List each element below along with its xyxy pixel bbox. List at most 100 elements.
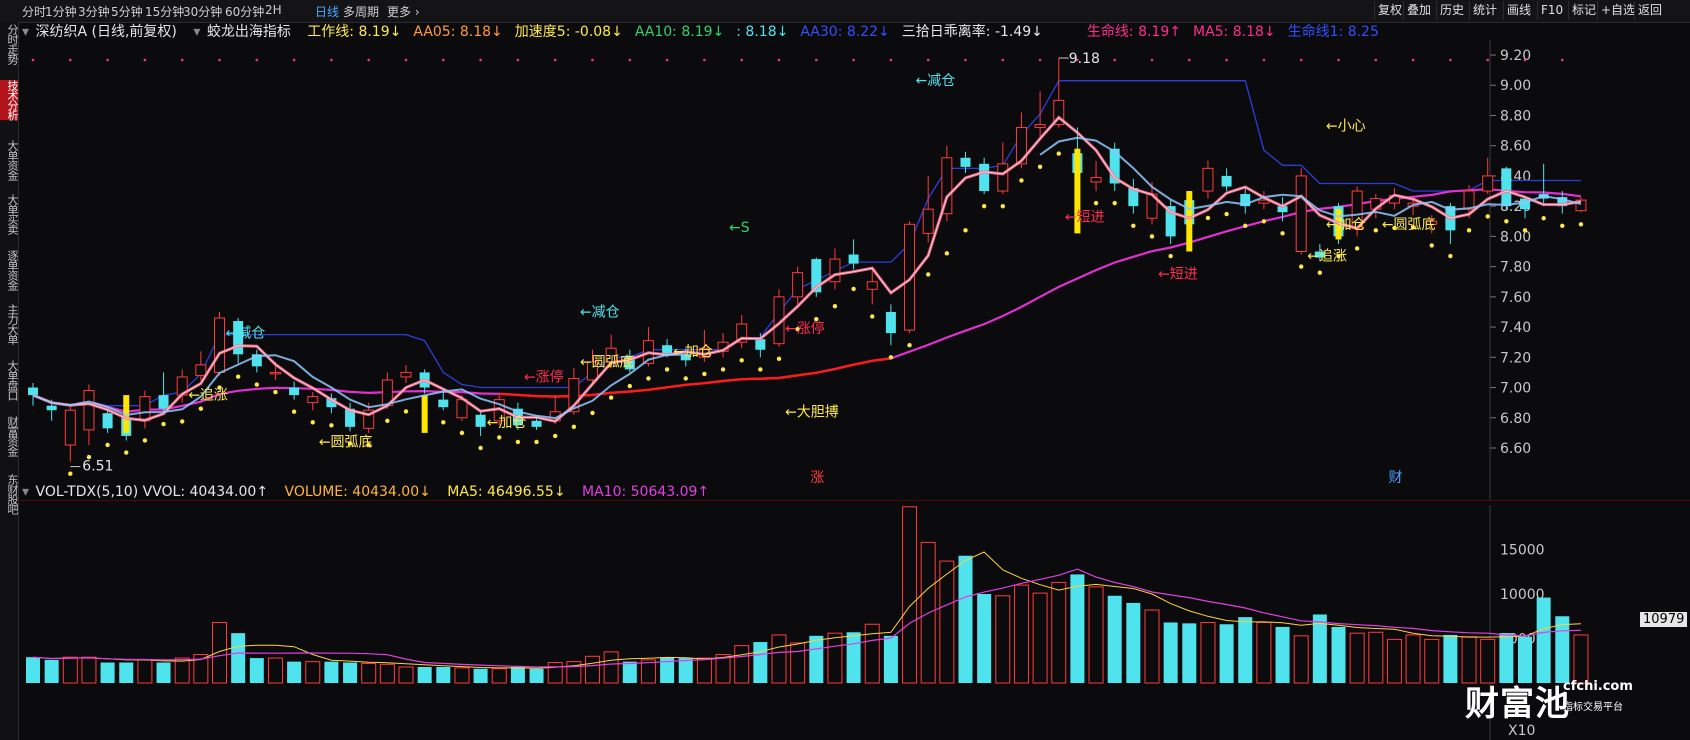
- candle: [1240, 188, 1251, 214]
- volume-bar: [473, 668, 488, 683]
- candle: [587, 349, 598, 385]
- candle: [1258, 191, 1270, 210]
- support-dot: [776, 356, 782, 362]
- period-6[interactable]: 60分钟: [225, 5, 265, 19]
- support-dot: [1429, 243, 1434, 248]
- signal-annotation: ←涨停: [524, 368, 564, 385]
- toolbar-button-6[interactable]: 标记: [1568, 1, 1599, 20]
- top-dot: [740, 58, 743, 62]
- work-line-inner: [32, 116, 1581, 422]
- top-dot: [218, 58, 221, 62]
- period-7[interactable]: 2H: [265, 3, 282, 17]
- support-dot: [683, 376, 688, 381]
- support-dot: [291, 409, 297, 414]
- price-tick-label: 7.20: [1500, 350, 1531, 366]
- volume-tick-label: 10000: [1500, 587, 1545, 603]
- toolbar-button-1[interactable]: 叠加: [1403, 1, 1434, 20]
- volume-collapse-icon[interactable]: ▾: [22, 484, 30, 500]
- candle: [979, 157, 990, 195]
- volume-bar: [529, 668, 544, 683]
- indicator-name[interactable]: 蛟龙出海指标: [206, 24, 291, 40]
- toolbar-button-0[interactable]: 复权: [1374, 1, 1405, 20]
- toolbar-button-5[interactable]: F10: [1537, 1, 1566, 20]
- top-dot: [1299, 58, 1303, 62]
- support-dot: [944, 251, 950, 256]
- candle: [195, 351, 207, 380]
- sidebar-tab-4[interactable]: 逐单资金: [6, 250, 19, 290]
- sidebar-tab-3[interactable]: 大单买卖: [6, 194, 19, 234]
- top-dot: [1561, 58, 1564, 62]
- volume-bar: [1013, 584, 1029, 684]
- sidebar-tab-5[interactable]: 主力大单: [6, 304, 19, 344]
- volume-bar: [547, 662, 563, 684]
- collapse-icon[interactable]: ▾: [22, 24, 30, 40]
- support-dot: [814, 317, 819, 322]
- sidebar-tab-2[interactable]: 大单资金: [6, 140, 19, 180]
- toolbar-button-7[interactable]: +自选: [1597, 1, 1638, 20]
- volume-bar: [640, 659, 656, 684]
- support-dot: [161, 421, 166, 427]
- signal-annotation: ←加仓: [1326, 217, 1366, 233]
- signal-annotation: ←圆弧底: [580, 354, 634, 370]
- support-dot: [1205, 215, 1211, 221]
- candle: [28, 383, 38, 406]
- period-10[interactable]: 更多 ›: [387, 5, 420, 19]
- volume-bar: [809, 635, 824, 683]
- sidebar-tab-1[interactable]: 技术分析: [0, 80, 19, 120]
- period-5[interactable]: 30分钟: [183, 5, 223, 19]
- period-1[interactable]: 1分钟: [45, 5, 77, 19]
- candle: [531, 417, 542, 430]
- candle: [792, 266, 804, 305]
- price-tick-label: 7.80: [1500, 260, 1531, 276]
- candle-body: [1034, 124, 1046, 129]
- support-dot: [1522, 228, 1528, 233]
- candle: [1221, 168, 1232, 192]
- period-0[interactable]: 分时: [22, 5, 47, 19]
- volume-bar: [417, 666, 432, 683]
- toolbar-button-8[interactable]: 返回: [1634, 1, 1665, 20]
- price-chart[interactable]: 9.209.008.808.608.408.208.007.807.607.40…: [18, 40, 1690, 500]
- volume-bar: [1182, 623, 1197, 683]
- period-3[interactable]: 5分钟: [111, 5, 143, 19]
- candle-body: [345, 408, 356, 427]
- toolbar-button-2[interactable]: 历史: [1436, 1, 1467, 20]
- support-dot: [534, 439, 539, 445]
- support-dot: [1093, 200, 1099, 206]
- signal-annotation: ←追涨: [188, 388, 228, 404]
- support-dot: [1299, 264, 1304, 269]
- candle-body: [400, 371, 412, 378]
- candle-body: [289, 387, 300, 396]
- period-8[interactable]: 日线: [315, 5, 340, 19]
- vol-label: VOL-TDX(5,10) VVOL: 40434.00↑: [35, 484, 269, 500]
- volume-bar: [212, 621, 227, 684]
- support-dot: [1392, 225, 1397, 231]
- support-dot: [459, 430, 465, 436]
- candle: [997, 142, 1009, 195]
- signal-annotation: ←加仓: [487, 415, 527, 431]
- period-4[interactable]: 15分钟: [145, 5, 185, 19]
- period-9[interactable]: 多周期: [343, 5, 380, 19]
- sidebar-tab-6[interactable]: 大单盘口: [6, 360, 19, 400]
- period-2[interactable]: 3分钟: [78, 5, 110, 19]
- candle-body: [1221, 175, 1232, 187]
- toolbar-button-4[interactable]: 画线: [1503, 1, 1534, 20]
- sidebar-tab-8[interactable]: 东财股吧: [6, 474, 19, 514]
- support-dot: [1466, 228, 1472, 233]
- candle: [1314, 243, 1325, 261]
- support-dot: [273, 389, 278, 395]
- candle-body: [307, 396, 319, 404]
- volume-bar: [585, 655, 600, 684]
- support-dot: [1485, 214, 1490, 219]
- sidebar-tab-7[interactable]: 财富资金: [6, 416, 19, 456]
- indicator-value-2: 加速度5: -0.08↓: [514, 24, 623, 40]
- toolbar-button-3[interactable]: 统计: [1469, 1, 1500, 20]
- top-dot: [1486, 58, 1489, 62]
- top-dot: [1449, 58, 1452, 62]
- candle: [773, 289, 785, 347]
- indicator-value-7: 生命线: 8.19↑: [1086, 24, 1181, 40]
- volume-bar: [939, 560, 955, 684]
- sidebar-tab-0[interactable]: 分时走势: [6, 24, 19, 64]
- indicator-collapse-icon[interactable]: ▾: [193, 24, 201, 40]
- support-dot: [1410, 225, 1416, 230]
